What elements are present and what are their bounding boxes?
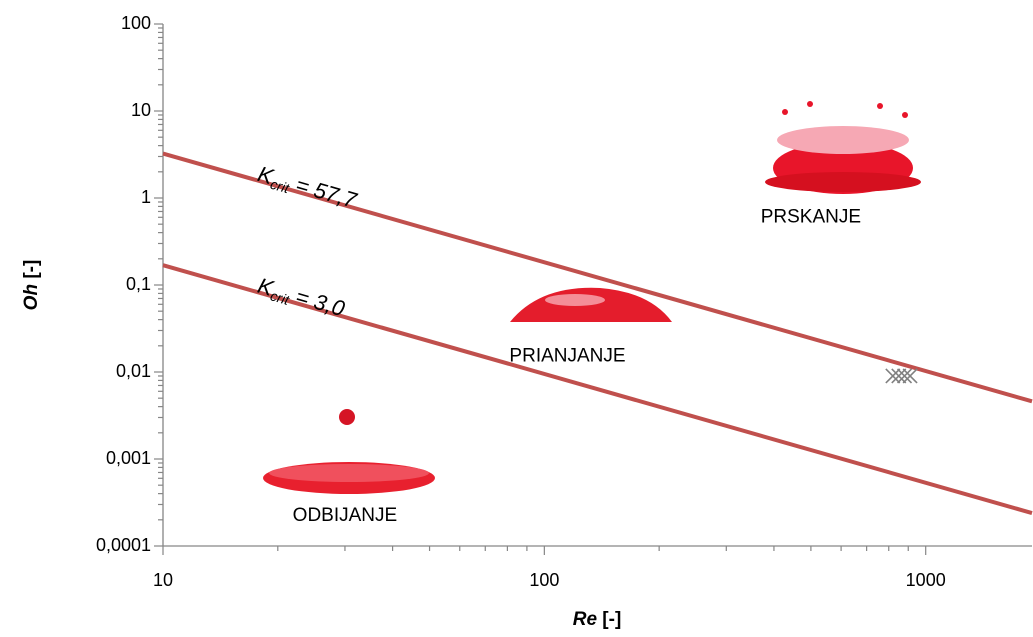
x-tick-label: 1000 — [906, 570, 946, 590]
k-crit-line — [162, 263, 1033, 516]
y-axis-unit: [-] — [21, 260, 42, 279]
x-marker — [896, 368, 913, 384]
y-tick-label: 0,1 — [126, 274, 151, 294]
y-tick-label: 0,0001 — [96, 535, 151, 555]
y-tick-label: 0,001 — [106, 448, 151, 468]
x-marker — [891, 368, 907, 384]
bounce-picture — [263, 409, 435, 494]
region-label: ODBIJANJE — [293, 505, 398, 526]
x-tick-label: 100 — [529, 570, 559, 590]
splash-picture — [765, 101, 921, 194]
x-axis-title: Re [-] — [573, 609, 622, 630]
k-crit-sub: crit — [269, 287, 292, 308]
k-crit-label: Kcrit = 57,7 — [255, 161, 360, 215]
k-crit-rest: = 57,7 — [287, 170, 360, 213]
spread-picture — [510, 287, 672, 322]
y-tick-label: 10 — [131, 100, 151, 120]
x-tick-label: 10 — [153, 570, 173, 590]
x-axis-var: Re — [573, 609, 598, 630]
y-axis-title: Oh [-] — [21, 260, 42, 311]
y-axis-var: Oh — [21, 284, 42, 310]
region-label: PRIANJANJE — [509, 346, 625, 367]
y-tick-label: 100 — [121, 13, 151, 33]
k-crit-rest: = 3,0 — [287, 282, 348, 322]
region-label: PRSKANJE — [761, 206, 861, 227]
k-crit-line — [162, 151, 1033, 404]
y-tick-label: 0,01 — [116, 361, 151, 381]
k-crit-sub: crit — [269, 175, 292, 196]
k-crit-label: Kcrit = 3,0 — [255, 273, 349, 323]
x-marker — [902, 368, 918, 384]
x-axis-unit: [-] — [602, 609, 621, 630]
y-tick-label: 1 — [141, 187, 151, 207]
x-marker — [885, 368, 901, 384]
